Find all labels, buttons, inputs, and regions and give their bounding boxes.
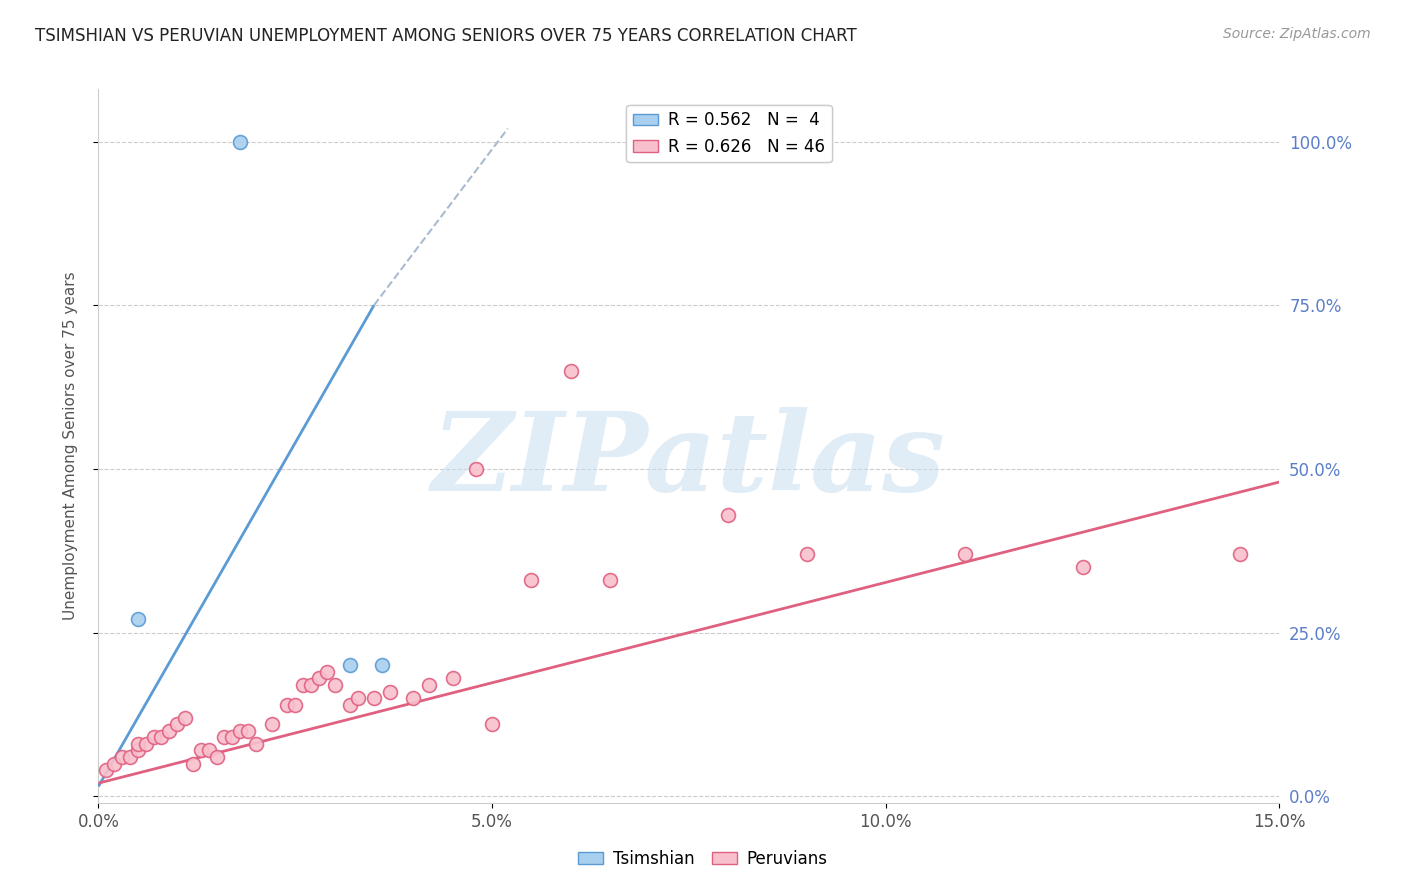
Point [378, 684, 401, 698]
Point [418, 678, 440, 692]
Point [118, 750, 141, 764]
Point [181, 756, 204, 771]
Y-axis label: Unemployment Among Seniors over 75 years: Unemployment Among Seniors over 75 years [63, 272, 77, 620]
Text: TSIMSHIAN VS PERUVIAN UNEMPLOYMENT AMONG SENIORS OVER 75 YEARS CORRELATION CHART: TSIMSHIAN VS PERUVIAN UNEMPLOYMENT AMONG… [35, 27, 856, 45]
Point [276, 698, 298, 712]
Point [229, 135, 252, 149]
Point [1071, 560, 1094, 574]
Point [142, 731, 165, 745]
Point [103, 756, 125, 771]
Point [363, 691, 385, 706]
Point [229, 723, 252, 738]
Point [402, 691, 425, 706]
Point [796, 547, 818, 561]
Point [284, 698, 307, 712]
Point [441, 672, 464, 686]
Point [323, 678, 346, 692]
Point [299, 678, 322, 692]
Point [599, 573, 621, 587]
Text: ZIPatlas: ZIPatlas [432, 407, 946, 514]
Point [127, 743, 149, 757]
Point [127, 737, 149, 751]
Point [111, 750, 134, 764]
Point [205, 750, 228, 764]
Point [465, 462, 488, 476]
Point [135, 737, 157, 751]
Point [1229, 547, 1251, 561]
Point [717, 508, 740, 522]
Point [339, 658, 361, 673]
Point [127, 612, 149, 626]
Point [292, 678, 315, 692]
Point [190, 743, 212, 757]
Point [150, 731, 173, 745]
Point [197, 743, 219, 757]
Point [520, 573, 543, 587]
Point [339, 698, 361, 712]
Legend: R = 0.562   N =  4, R = 0.626   N = 46: R = 0.562 N = 4, R = 0.626 N = 46 [627, 104, 832, 162]
Point [371, 658, 394, 673]
Point [221, 731, 243, 745]
Point [953, 547, 976, 561]
Text: Source: ZipAtlas.com: Source: ZipAtlas.com [1223, 27, 1371, 41]
Point [166, 717, 188, 731]
Legend: Tsimshian, Peruvians: Tsimshian, Peruvians [572, 844, 834, 875]
Point [347, 691, 370, 706]
Point [96, 763, 118, 777]
Point [174, 711, 197, 725]
Point [214, 731, 236, 745]
Point [315, 665, 337, 679]
Point [245, 737, 267, 751]
Point [560, 364, 582, 378]
Point [308, 672, 330, 686]
Point [157, 723, 180, 738]
Point [481, 717, 503, 731]
Point [260, 717, 283, 731]
Point [236, 723, 259, 738]
